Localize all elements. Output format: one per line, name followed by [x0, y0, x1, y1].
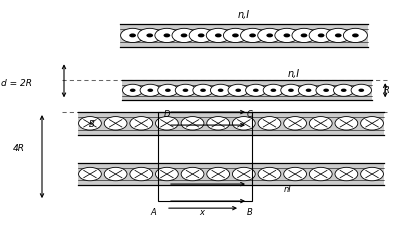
Circle shape — [258, 167, 281, 181]
Circle shape — [215, 34, 222, 37]
Circle shape — [146, 34, 153, 37]
Circle shape — [323, 88, 329, 92]
Circle shape — [156, 167, 178, 181]
Circle shape — [218, 88, 224, 92]
Circle shape — [122, 84, 143, 96]
Circle shape — [156, 117, 178, 130]
Circle shape — [292, 28, 316, 42]
Circle shape — [301, 34, 307, 37]
Circle shape — [158, 84, 178, 96]
Text: n,I: n,I — [238, 10, 250, 20]
Text: B: B — [247, 208, 253, 217]
Circle shape — [207, 117, 230, 130]
Circle shape — [121, 28, 145, 42]
Circle shape — [288, 88, 294, 92]
Circle shape — [148, 88, 153, 92]
Bar — [122, 80, 372, 100]
Circle shape — [318, 34, 324, 37]
Circle shape — [361, 167, 384, 181]
Circle shape — [335, 117, 358, 130]
Circle shape — [232, 167, 255, 181]
Circle shape — [198, 34, 204, 37]
Circle shape — [351, 84, 372, 96]
Text: n,I: n,I — [288, 69, 300, 79]
Circle shape — [258, 117, 281, 130]
Circle shape — [164, 34, 170, 37]
Circle shape — [258, 28, 282, 42]
Circle shape — [270, 88, 276, 92]
Circle shape — [228, 84, 248, 96]
Circle shape — [130, 167, 153, 181]
Circle shape — [309, 117, 332, 130]
Circle shape — [165, 88, 171, 92]
Circle shape — [309, 167, 332, 181]
Circle shape — [183, 88, 188, 92]
Circle shape — [140, 84, 160, 96]
Circle shape — [335, 167, 358, 181]
Circle shape — [104, 167, 127, 181]
Text: nI: nI — [283, 185, 291, 194]
Circle shape — [352, 34, 359, 37]
Circle shape — [326, 28, 350, 42]
Circle shape — [240, 28, 264, 42]
Circle shape — [181, 34, 187, 37]
Circle shape — [281, 84, 301, 96]
Circle shape — [224, 28, 248, 42]
Circle shape — [235, 88, 241, 92]
Circle shape — [210, 84, 231, 96]
Circle shape — [284, 167, 306, 181]
Bar — [158, 112, 252, 201]
Circle shape — [130, 117, 153, 130]
Circle shape — [207, 167, 230, 181]
Circle shape — [334, 84, 354, 96]
Bar — [120, 24, 368, 47]
Circle shape — [129, 34, 136, 37]
Circle shape — [206, 28, 230, 42]
Text: B: B — [88, 120, 94, 129]
Circle shape — [249, 34, 256, 37]
Circle shape — [335, 34, 342, 37]
Circle shape — [155, 28, 179, 42]
Circle shape — [181, 167, 204, 181]
Circle shape — [104, 117, 127, 130]
Bar — [78, 112, 384, 135]
Circle shape — [172, 28, 196, 42]
Circle shape — [200, 88, 206, 92]
Circle shape — [78, 117, 101, 130]
Circle shape — [361, 117, 384, 130]
Circle shape — [232, 117, 255, 130]
Circle shape — [181, 117, 204, 130]
Circle shape — [263, 84, 284, 96]
Circle shape — [138, 28, 162, 42]
Text: d = 2R: d = 2R — [1, 79, 32, 88]
Text: R: R — [384, 86, 390, 95]
Circle shape — [275, 28, 299, 42]
Circle shape — [78, 167, 101, 181]
Circle shape — [232, 34, 239, 37]
Circle shape — [175, 84, 196, 96]
Circle shape — [253, 88, 259, 92]
Circle shape — [298, 84, 319, 96]
Text: A: A — [150, 208, 156, 217]
Circle shape — [358, 88, 364, 92]
Circle shape — [189, 28, 213, 42]
Circle shape — [266, 34, 273, 37]
Circle shape — [316, 84, 336, 96]
Circle shape — [246, 84, 266, 96]
Circle shape — [284, 34, 290, 37]
Circle shape — [130, 88, 136, 92]
Text: D: D — [164, 110, 170, 119]
Text: x: x — [200, 208, 204, 217]
Circle shape — [193, 84, 213, 96]
Text: 4R: 4R — [12, 144, 24, 153]
Text: C: C — [247, 110, 253, 119]
Circle shape — [343, 28, 367, 42]
Circle shape — [284, 117, 306, 130]
Circle shape — [306, 88, 311, 92]
Circle shape — [309, 28, 333, 42]
Circle shape — [341, 88, 346, 92]
Bar — [78, 163, 384, 185]
